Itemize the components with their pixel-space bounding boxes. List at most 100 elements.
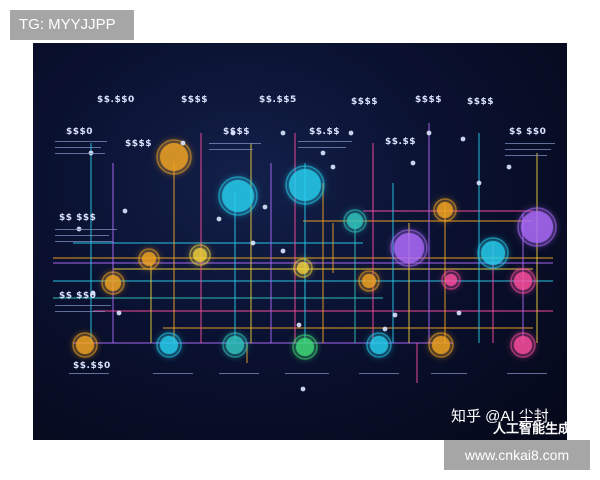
- node-label: $$$0: [66, 127, 94, 137]
- tg-watermark-badge: TG: MYYJJPP: [10, 10, 134, 40]
- node-label: $$$$: [223, 127, 251, 137]
- node-label: $$.$$: [309, 127, 340, 137]
- label-underline: [55, 147, 101, 148]
- node-dot: [506, 164, 512, 170]
- label-underline: [285, 373, 329, 374]
- node-dot: [230, 130, 236, 136]
- node-dot: [392, 312, 398, 318]
- network-node: [481, 241, 505, 265]
- node-ring: [517, 207, 557, 247]
- label-underline: [209, 143, 261, 144]
- label-underline: [153, 373, 193, 374]
- label-underline: [209, 149, 253, 150]
- label-underline: [507, 373, 547, 374]
- node-ring: [343, 209, 367, 233]
- tg-watermark-text: TG: MYYJJPP: [19, 16, 116, 33]
- network-illustration: $$.$$0 $$$$ $$.$$5 $$$$ $$$$ $$$$ $$$0 $…: [33, 43, 567, 440]
- node-dot: [250, 240, 256, 246]
- network-node: [362, 274, 376, 288]
- label-underline: [219, 373, 259, 374]
- node-dot: [280, 248, 286, 254]
- node-ring: [156, 139, 192, 175]
- node-ring: [218, 176, 258, 216]
- network-node: [160, 336, 178, 354]
- label-underline: [505, 149, 551, 150]
- node-label: $$$$: [467, 97, 495, 107]
- label-underline: [359, 373, 399, 374]
- node-label: $$$$: [181, 95, 209, 105]
- node-ring: [358, 270, 380, 292]
- node-label: $$ $$$: [59, 213, 97, 223]
- node-ring: [428, 332, 454, 358]
- node-ring: [138, 248, 160, 270]
- label-underline: [55, 141, 107, 142]
- node-ring: [222, 332, 248, 358]
- network-node: [226, 336, 244, 354]
- node-ring: [101, 271, 125, 295]
- network-node: [105, 275, 121, 291]
- node-label: $$ $$0: [59, 291, 97, 301]
- network-node: [193, 248, 207, 262]
- node-dot: [116, 310, 122, 316]
- network-node: [445, 274, 457, 286]
- node-dot: [426, 130, 432, 136]
- network-node: [297, 262, 309, 274]
- network-node: [432, 336, 450, 354]
- label-underline: [431, 373, 467, 374]
- node-label: $$$$: [125, 139, 153, 149]
- node-ring: [156, 332, 182, 358]
- label-underline: [505, 155, 547, 156]
- network-node: [514, 272, 532, 290]
- network-node: [437, 202, 453, 218]
- node-dot: [280, 130, 286, 136]
- node-label: $$$$: [351, 97, 379, 107]
- node-ring: [510, 332, 536, 358]
- label-underline: [55, 229, 117, 230]
- node-ring: [285, 165, 325, 205]
- node-dot: [180, 140, 186, 146]
- node-label: $$.$$5: [259, 95, 297, 105]
- node-label: $$.$$: [385, 137, 416, 147]
- node-dot: [122, 208, 128, 214]
- node-dot: [460, 136, 466, 142]
- ai-generated-watermark: 人工智能生成: [493, 421, 567, 436]
- node-dot: [410, 160, 416, 166]
- node-dot: [476, 180, 482, 186]
- network-node: [289, 169, 321, 201]
- node-ring: [441, 270, 461, 290]
- label-underline: [505, 143, 555, 144]
- network-node: [370, 336, 388, 354]
- node-dot: [320, 150, 326, 156]
- site-url-watermark: www.cnkai8.com: [444, 440, 590, 470]
- label-underline: [55, 241, 113, 242]
- node-ring: [292, 334, 318, 360]
- node-label: $$ $$0: [509, 127, 547, 137]
- network-node: [76, 336, 94, 354]
- node-dot: [262, 204, 268, 210]
- network-node: [222, 180, 254, 212]
- node-label: $$$$: [415, 95, 443, 105]
- label-underline: [55, 305, 111, 306]
- node-label: $$.$$0: [73, 361, 111, 371]
- network-node: [514, 336, 532, 354]
- site-url-text: www.cnkai8.com: [464, 447, 570, 463]
- network-node: [160, 143, 188, 171]
- node-dot: [300, 386, 306, 392]
- node-dot: [296, 322, 302, 328]
- node-dot: [456, 310, 462, 316]
- node-ring: [293, 258, 313, 278]
- node-ring: [72, 332, 98, 358]
- node-ring: [433, 198, 457, 222]
- network-node: [521, 211, 553, 243]
- label-underline: [298, 147, 346, 148]
- node-ring: [366, 332, 392, 358]
- network-node: [296, 338, 314, 356]
- circuit-network-graphic: [53, 123, 557, 392]
- node-ring: [189, 244, 211, 266]
- network-node: [347, 213, 363, 229]
- node-dot: [382, 326, 388, 332]
- network-node: [142, 252, 156, 266]
- node-dot: [348, 130, 354, 136]
- node-ring: [477, 237, 509, 269]
- label-underline: [69, 373, 109, 374]
